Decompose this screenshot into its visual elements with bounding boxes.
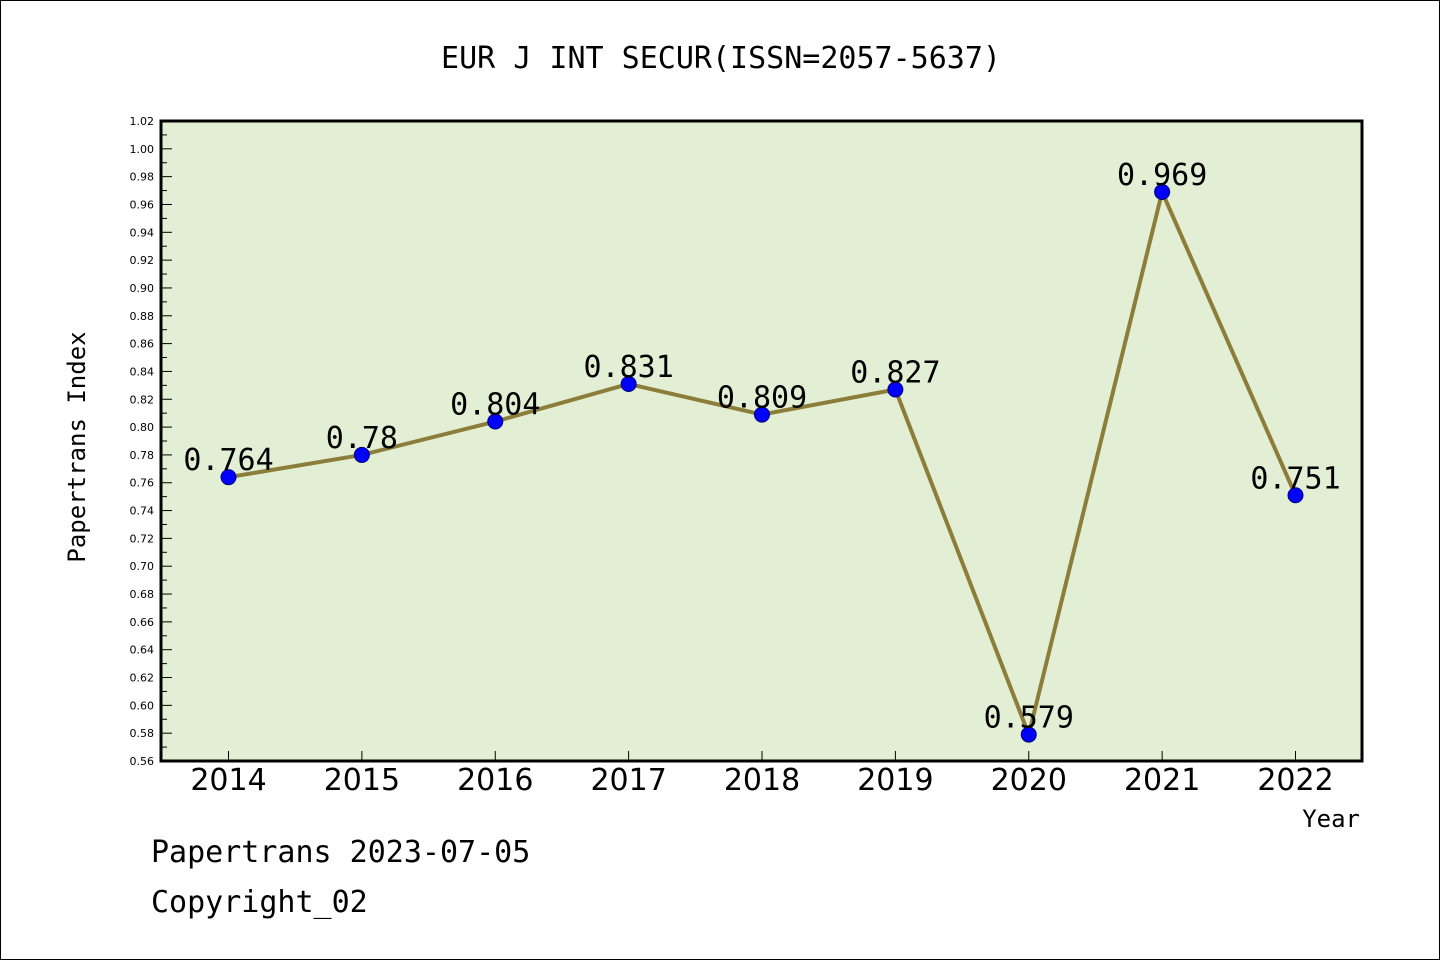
x-tick-label: 2019 xyxy=(857,763,933,798)
x-axis: 2014 2015 2016 2017 2018 2019 2020 2021 2022 xyxy=(190,751,1334,798)
data-label: 0.751 xyxy=(1250,461,1340,496)
data-label: 0.827 xyxy=(850,356,940,391)
x-tick-label: 2018 xyxy=(724,763,800,798)
y-tick-label: 1.02 xyxy=(130,115,155,128)
y-tick-label: 0.88 xyxy=(130,310,155,323)
data-point xyxy=(620,375,637,392)
y-tick-label: 0.82 xyxy=(130,393,155,406)
y-tick-label: 0.76 xyxy=(130,477,155,490)
x-tick-label: 2015 xyxy=(324,763,400,798)
data-label: 0.764 xyxy=(183,443,273,478)
y-tick-label: 0.62 xyxy=(130,672,155,685)
data-labels: 0.764 0.78 0.804 0.831 0.809 0.827 0.579 0.969 0… xyxy=(183,158,1340,736)
y-tick-label: 0.58 xyxy=(130,727,155,740)
y-tick-label: 1.00 xyxy=(130,143,155,156)
x-axis-label: Year xyxy=(1302,805,1360,833)
y-tick-label: 0.56 xyxy=(130,755,155,768)
data-label: 0.78 xyxy=(326,421,398,456)
data-point xyxy=(353,446,370,463)
footer-date: Papertrans 2023-07-05 xyxy=(151,835,531,870)
data-point xyxy=(1154,183,1171,200)
x-tick-label: 2014 xyxy=(190,763,266,798)
data-label: 0.809 xyxy=(717,381,807,416)
y-tick-label: 0.66 xyxy=(130,616,155,629)
y-tick-label: 0.80 xyxy=(130,421,155,434)
series-line xyxy=(220,183,1304,743)
x-tick-label: 2016 xyxy=(457,763,533,798)
data-point xyxy=(487,413,504,430)
x-tick-label: 2017 xyxy=(590,763,666,798)
y-axis-label: Papertrans Index xyxy=(63,331,91,562)
y-tick-label: 0.60 xyxy=(130,699,155,712)
data-point xyxy=(220,469,237,486)
y-tick-label: 0.68 xyxy=(130,588,155,601)
y-tick-label: 0.64 xyxy=(130,644,155,657)
y-tick-label: 0.74 xyxy=(130,505,155,518)
data-label: 0.969 xyxy=(1117,158,1207,193)
y-tick-label: 0.86 xyxy=(130,338,155,351)
data-point xyxy=(1287,487,1304,504)
x-tick-label: 2020 xyxy=(991,763,1067,798)
data-label: 0.831 xyxy=(583,350,673,385)
data-point xyxy=(754,406,770,423)
plot-area xyxy=(159,119,1364,763)
data-label: 0.804 xyxy=(450,388,540,423)
data-point xyxy=(1020,726,1037,743)
chart-title: EUR J INT SECUR(ISSN=2057-5637) xyxy=(441,41,1001,76)
y-tick-label: 0.84 xyxy=(130,365,155,378)
y-tick-label: 0.78 xyxy=(130,449,155,462)
y-tick-label: 0.72 xyxy=(130,532,155,545)
y-axis: 0.56 0.58 0.60 0.62 0.64 0.66 0.68 0.70 0.72 0.74… xyxy=(130,115,172,768)
y-tick-label: 0.94 xyxy=(130,226,155,239)
x-tick-label: 2022 xyxy=(1257,763,1333,798)
footer-copyright: Copyright_02 xyxy=(151,885,368,920)
x-tick-label: 2021 xyxy=(1124,763,1200,798)
data-point xyxy=(887,381,904,398)
y-tick-label: 0.90 xyxy=(130,282,155,295)
y-tick-label: 0.96 xyxy=(130,198,155,211)
data-label: 0.579 xyxy=(984,701,1074,736)
y-tick-label: 0.92 xyxy=(130,254,155,267)
y-tick-label: 0.70 xyxy=(130,560,155,573)
y-tick-label: 0.98 xyxy=(130,171,155,184)
